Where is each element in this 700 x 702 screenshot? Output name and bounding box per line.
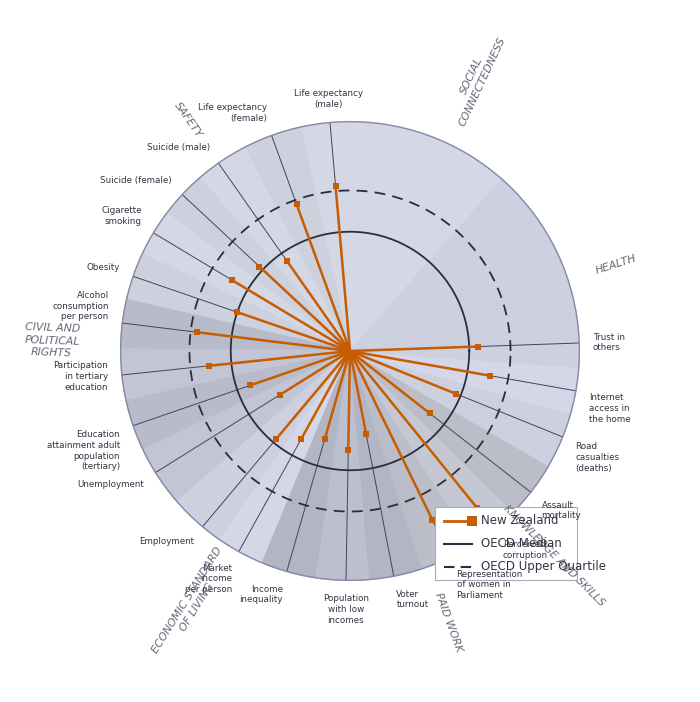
Text: SOCIAL
CONNECTEDNESS: SOCIAL CONNECTEDNESS (447, 30, 508, 128)
Text: OECD Upper Quartile: OECD Upper Quartile (481, 560, 606, 573)
FancyBboxPatch shape (435, 507, 577, 581)
Wedge shape (199, 147, 350, 351)
Text: Internet
access in
the home: Internet access in the home (589, 393, 631, 424)
Text: New Zealand: New Zealand (481, 515, 558, 527)
Wedge shape (316, 351, 370, 581)
Text: Life expectancy
(female): Life expectancy (female) (198, 102, 267, 123)
Text: Cigarette
smoking: Cigarette smoking (101, 206, 141, 226)
Wedge shape (142, 213, 350, 351)
Wedge shape (143, 351, 350, 501)
Text: Road
casualties
(deaths): Road casualties (deaths) (575, 442, 620, 472)
Text: KNOWLEDGE AND SKILLS: KNOWLEDGE AND SKILLS (502, 503, 607, 608)
Text: Suicide (male): Suicide (male) (147, 143, 211, 152)
Text: Employment: Employment (139, 537, 194, 546)
Text: Population
with low
incomes: Population with low incomes (323, 594, 369, 625)
Wedge shape (300, 121, 502, 351)
Wedge shape (120, 349, 350, 401)
Text: Assault
mortality: Assault mortality (542, 501, 581, 520)
Wedge shape (350, 351, 473, 569)
Wedge shape (350, 351, 549, 512)
Wedge shape (244, 127, 350, 351)
Wedge shape (127, 254, 350, 351)
Text: OECD Median: OECD Median (481, 537, 561, 550)
Text: Representation
of women in
Parliament: Representation of women in Parliament (456, 569, 523, 600)
Text: Trust in
others: Trust in others (593, 333, 625, 352)
Text: Education
attainment adult
population
(tertiary): Education attainment adult population (t… (47, 430, 120, 472)
Wedge shape (167, 178, 350, 351)
Circle shape (93, 94, 607, 608)
Wedge shape (220, 351, 350, 563)
Wedge shape (126, 351, 350, 450)
Text: Participation
in tertiary
education: Participation in tertiary education (53, 361, 108, 392)
Text: Market
income
per person: Market income per person (185, 564, 232, 594)
Text: HEALTH: HEALTH (594, 253, 638, 276)
Text: Unemployment: Unemployment (77, 480, 144, 489)
Text: Obesity: Obesity (87, 263, 120, 272)
Wedge shape (350, 179, 580, 367)
Text: Income
inequality: Income inequality (239, 585, 283, 604)
Text: Perceived
corruption: Perceived corruption (503, 540, 548, 559)
Wedge shape (262, 351, 350, 578)
Text: Life expectancy
(male): Life expectancy (male) (294, 89, 363, 109)
Wedge shape (350, 351, 579, 414)
Text: Alcohol
consumption
per person: Alcohol consumption per person (52, 291, 108, 322)
Wedge shape (350, 351, 423, 579)
Text: PAID WORK: PAID WORK (433, 592, 464, 654)
Text: SAFETY: SAFETY (172, 100, 204, 140)
Wedge shape (120, 300, 350, 351)
Wedge shape (350, 351, 514, 545)
Wedge shape (177, 351, 350, 540)
Text: Voter
turnout: Voter turnout (396, 590, 428, 609)
Text: Suicide (female): Suicide (female) (101, 176, 172, 185)
Text: ECONOMIC STANDARD
OF LIVING: ECONOMIC STANDARD OF LIVING (150, 545, 234, 662)
Text: CIVIL AND
POLITICAL
RIGHTS: CIVIL AND POLITICAL RIGHTS (24, 322, 80, 359)
Wedge shape (350, 351, 570, 465)
